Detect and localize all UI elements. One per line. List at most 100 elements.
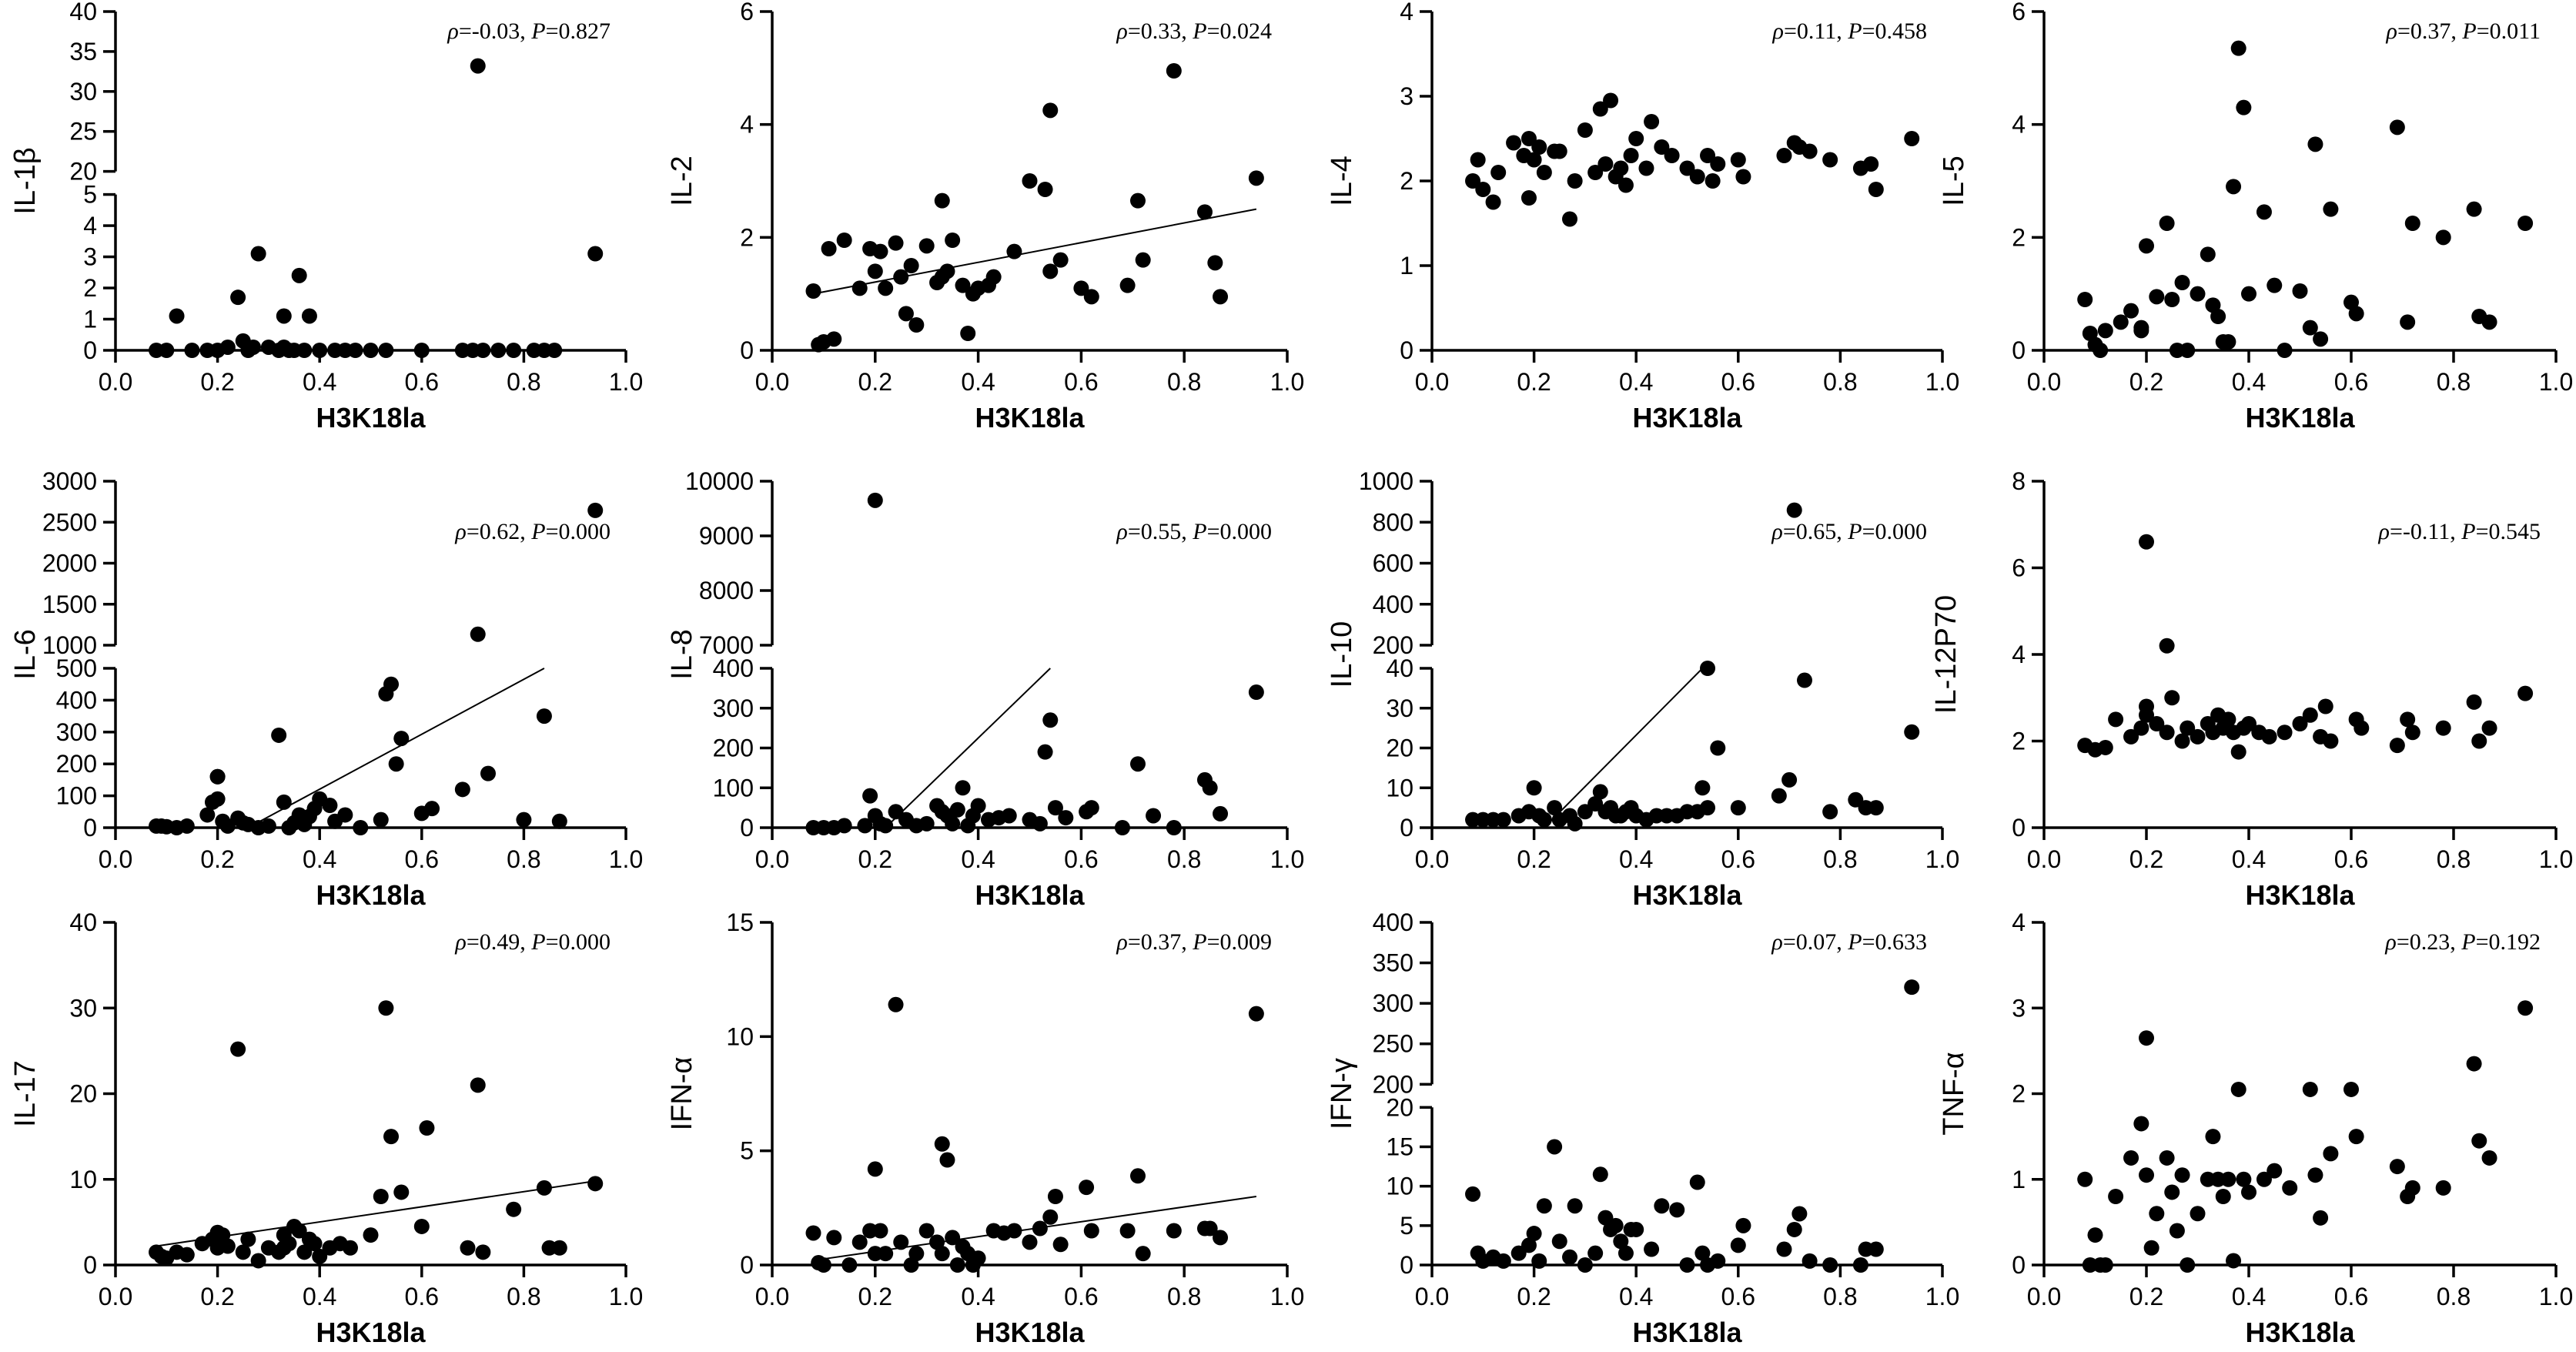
data-point bbox=[393, 1184, 410, 1200]
x-tick-label: 0.2 bbox=[2129, 368, 2163, 396]
stat-annotation: ρ=0.23, P=0.192 bbox=[2384, 929, 2541, 955]
x-tick-label: 0.4 bbox=[2232, 1283, 2266, 1310]
data-point bbox=[2302, 320, 2318, 336]
data-point bbox=[1475, 182, 1491, 197]
panel-10: 0.0 0.2 0.4 0.6 0.8 1.0 H3K18la 0 5 10 15 IFN-α ρ=0.… bbox=[666, 909, 1304, 1348]
data-point bbox=[306, 1236, 323, 1252]
data-point bbox=[2389, 1159, 2405, 1175]
data-point bbox=[1904, 979, 1920, 996]
data-point bbox=[179, 1247, 195, 1263]
stat-annotation: ρ=0.37, P=0.009 bbox=[1116, 929, 1272, 955]
x-tick-label: 0.4 bbox=[1619, 845, 1653, 873]
data-point bbox=[918, 238, 935, 254]
x-axis-title: H3K18la bbox=[975, 879, 1085, 911]
data-point bbox=[1587, 165, 1604, 180]
x-tick-label: 0.6 bbox=[405, 1283, 439, 1310]
data-point bbox=[2097, 739, 2113, 755]
data-point bbox=[2313, 1210, 2329, 1226]
data-point bbox=[1006, 243, 1022, 259]
data-point bbox=[2200, 246, 2216, 263]
y-tick-label: 1 bbox=[83, 306, 97, 333]
stat-annotation: ρ=0.55, P=0.000 bbox=[1116, 519, 1272, 544]
data-point bbox=[2292, 716, 2308, 731]
data-point bbox=[1495, 1253, 1511, 1269]
stat-annotation: ρ=0.33, P=0.024 bbox=[1116, 18, 1272, 44]
data-point bbox=[169, 308, 185, 324]
data-point bbox=[393, 731, 410, 747]
y-tick-label: 200 bbox=[1373, 1070, 1413, 1098]
data-point bbox=[1868, 1241, 1884, 1257]
data-point bbox=[2190, 728, 2206, 745]
data-point bbox=[1037, 744, 1053, 760]
stat-annotation: ρ=0.07, P=0.633 bbox=[1771, 929, 1927, 955]
y-tick-label: 20 bbox=[69, 1080, 97, 1108]
data-point bbox=[867, 263, 883, 279]
data-point bbox=[2230, 1081, 2246, 1097]
data-point bbox=[2481, 1150, 2497, 1166]
data-point bbox=[1166, 820, 1182, 835]
y-tick-label: 2 bbox=[2012, 728, 2026, 755]
data-point bbox=[2159, 638, 2175, 654]
y-tick-label: 300 bbox=[56, 718, 97, 746]
data-point bbox=[322, 798, 338, 814]
data-point bbox=[1490, 165, 1507, 180]
x-tick-label: 0.4 bbox=[961, 845, 995, 873]
x-tick-label: 0.8 bbox=[507, 845, 540, 873]
y-tick-label: 25 bbox=[69, 118, 97, 146]
data-point bbox=[2159, 1150, 2175, 1166]
data-point bbox=[2256, 1171, 2272, 1187]
y-axis-title: IFN-α bbox=[666, 1057, 698, 1131]
data-point bbox=[1567, 173, 1583, 189]
y-tick-label: 30 bbox=[69, 994, 97, 1022]
y-tick-label: 400 bbox=[1373, 591, 1413, 618]
data-point bbox=[2159, 725, 2175, 741]
data-point bbox=[301, 308, 317, 324]
y-tick-label: 800 bbox=[1373, 508, 1413, 536]
fit-line bbox=[813, 208, 1257, 295]
x-tick-label: 0.6 bbox=[405, 368, 439, 396]
y-tick-label: 40 bbox=[69, 0, 97, 25]
data-point bbox=[209, 768, 226, 785]
data-point bbox=[2087, 1227, 2103, 1243]
data-point bbox=[378, 343, 394, 358]
y-tick-label: 1000 bbox=[1359, 467, 1413, 495]
y-tick-label: 7000 bbox=[699, 631, 754, 659]
data-point bbox=[2149, 289, 2165, 305]
data-point bbox=[918, 815, 935, 832]
data-point bbox=[1781, 771, 1798, 788]
y-axis-title: IL-1β bbox=[9, 147, 42, 214]
y-tick-label: 2 bbox=[1400, 167, 1413, 195]
data-point bbox=[826, 1230, 842, 1246]
x-tick-label: 1.0 bbox=[609, 1283, 643, 1310]
data-point bbox=[970, 798, 986, 814]
data-point bbox=[312, 1248, 328, 1264]
data-point bbox=[1776, 148, 1792, 163]
data-point bbox=[337, 807, 353, 823]
x-tick-label: 0.4 bbox=[303, 368, 336, 396]
data-point bbox=[2471, 1133, 2487, 1149]
data-point bbox=[1047, 800, 1063, 816]
y-tick-label: 2000 bbox=[42, 550, 97, 577]
data-point bbox=[2267, 1163, 2283, 1179]
data-point bbox=[2517, 216, 2534, 231]
y-tick-label: 20 bbox=[69, 158, 97, 186]
x-tick-label: 0.4 bbox=[303, 845, 336, 873]
data-point bbox=[2404, 1180, 2420, 1196]
data-point bbox=[1868, 800, 1884, 816]
data-point bbox=[378, 1000, 394, 1016]
data-point bbox=[1521, 1237, 1537, 1253]
data-point bbox=[949, 801, 965, 818]
x-tick-label: 0.8 bbox=[2437, 368, 2471, 396]
data-point bbox=[1822, 804, 1838, 820]
data-point bbox=[1822, 152, 1838, 168]
data-point bbox=[2481, 720, 2497, 736]
data-point bbox=[2180, 343, 2196, 358]
data-point bbox=[815, 1257, 831, 1273]
data-point bbox=[1694, 780, 1711, 796]
data-point bbox=[1796, 672, 1812, 688]
x-tick-label: 0.6 bbox=[2334, 845, 2368, 873]
data-point bbox=[1531, 139, 1547, 155]
x-tick-label: 1.0 bbox=[1270, 845, 1304, 873]
x-tick-label: 0.4 bbox=[1619, 1283, 1653, 1310]
